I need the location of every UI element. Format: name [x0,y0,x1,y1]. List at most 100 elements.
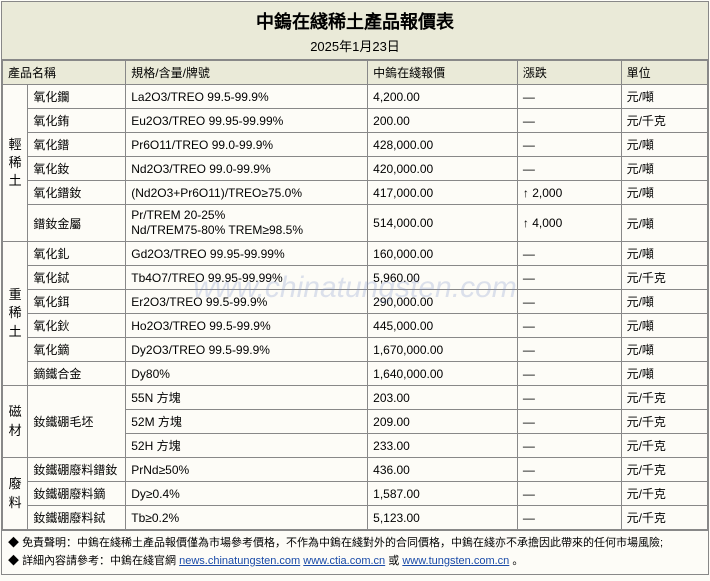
price-cell: 1,670,000.00 [368,338,518,362]
unit-cell: 元/噸 [621,133,707,157]
price-cell: 4,200.00 [368,85,518,109]
disclaimer-line1: 免責聲明：中鎢在綫稀土產品報價僅為市場參考價格，不作為中鎢在綫對外的合同價格，中… [22,537,663,549]
change-cell: — [517,386,621,410]
price-cell: 209.00 [368,410,518,434]
product-name-cell: 氧化鐠釹 [28,181,126,205]
col-price: 中鎢在綫報價 [368,61,518,85]
spec-cell: Dy2O3/TREO 99.5-99.9% [126,338,368,362]
unit-cell: 元/噸 [621,205,707,242]
change-cell: — [517,314,621,338]
footer-link-ctia[interactable]: www.ctia.com.cn [303,555,385,567]
unit-cell: 元/千克 [621,410,707,434]
col-unit: 單位 [621,61,707,85]
price-table-container: 中鎢在綫稀土產品報價表 2025年1月23日 www.chinatungsten… [1,1,709,575]
price-cell: 5,960.00 [368,266,518,290]
price-cell: 160,000.00 [368,242,518,266]
spec-cell: Nd2O3/TREO 99.0-99.9% [126,157,368,181]
change-cell: — [517,266,621,290]
spec-cell: Dy≥0.4% [126,482,368,506]
unit-cell: 元/噸 [621,157,707,181]
footer-link-tungsten[interactable]: www.tungsten.com.cn [402,555,509,567]
price-cell: 420,000.00 [368,157,518,181]
product-name-cell: 鏑鐵合金 [28,362,126,386]
product-name-cell: 釹鐵硼廢料鐠釹 [28,458,126,482]
spec-cell: La2O3/TREO 99.5-99.9% [126,85,368,109]
spec-cell: Pr/TREM 20-25%Nd/TREM75-80% TREM≥98.5% [126,205,368,242]
spec-cell: Gd2O3/TREO 99.95-99.99% [126,242,368,266]
unit-cell: 元/噸 [621,362,707,386]
table-row: 釹鐵硼廢料鏑Dy≥0.4%1,587.00—元/千克 [3,482,708,506]
footer-link-news[interactable]: news.chinatungsten.com [179,555,300,567]
bullet-icon: ◆ [8,555,19,567]
product-name-cell: 釹鐵硼毛坯 [28,386,126,458]
table-row: 氧化鐠釹(Nd2O3+Pr6O11)/TREO≥75.0%417,000.00↑… [3,181,708,205]
table-row: 氧化鐠Pr6O11/TREO 99.0-99.9%428,000.00—元/噸 [3,133,708,157]
table-row: 氧化鈥Ho2O3/TREO 99.5-99.9%445,000.00—元/噸 [3,314,708,338]
price-cell: 200.00 [368,109,518,133]
change-cell: — [517,133,621,157]
change-cell: ↑ 2,000 [517,181,621,205]
col-spec: 規格/含量/牌號 [126,61,368,85]
product-name-cell: 氧化釓 [28,242,126,266]
change-cell: — [517,362,621,386]
price-cell: 1,587.00 [368,482,518,506]
price-cell: 5,123.00 [368,506,518,530]
product-name-cell: 氧化釹 [28,157,126,181]
spec-cell: 52M 方塊 [126,410,368,434]
unit-cell: 元/千克 [621,109,707,133]
price-cell: 445,000.00 [368,314,518,338]
spec-cell: Tb4O7/TREO 99.95-99.99% [126,266,368,290]
change-cell: — [517,338,621,362]
table-row: 鐠釹金屬Pr/TREM 20-25%Nd/TREM75-80% TREM≥98.… [3,205,708,242]
report-date: 2025年1月23日 [2,36,708,60]
spec-cell: Dy80% [126,362,368,386]
product-name-cell: 氧化鏑 [28,338,126,362]
change-cell: — [517,109,621,133]
footer-disclaimer: ◆ 免責聲明：中鎢在綫稀土產品報價僅為市場參考價格，不作為中鎢在綫對外的合同價格… [2,530,708,574]
unit-cell: 元/千克 [621,434,707,458]
category-cell: 輕稀土 [3,85,28,242]
price-cell: 514,000.00 [368,205,518,242]
change-cell: — [517,482,621,506]
col-change: 漲跌 [517,61,621,85]
table-row: 鏑鐵合金Dy80%1,640,000.00—元/噸 [3,362,708,386]
product-name-cell: 釹鐵硼廢料鏑 [28,482,126,506]
product-name-cell: 氧化銪 [28,109,126,133]
spec-cell: Eu2O3/TREO 99.95-99.99% [126,109,368,133]
spec-cell: 55N 方塊 [126,386,368,410]
table-row: 氧化銪Eu2O3/TREO 99.95-99.99%200.00—元/千克 [3,109,708,133]
unit-cell: 元/千克 [621,506,707,530]
price-cell: 417,000.00 [368,181,518,205]
price-cell: 436.00 [368,458,518,482]
change-cell: — [517,434,621,458]
header-row: 產品名稱 規格/含量/牌號 中鎢在綫報價 漲跌 單位 [3,61,708,85]
spec-cell: Ho2O3/TREO 99.5-99.9% [126,314,368,338]
product-name-cell: 釹鐵硼廢料鋱 [28,506,126,530]
unit-cell: 元/千克 [621,482,707,506]
price-table: 產品名稱 規格/含量/牌號 中鎢在綫報價 漲跌 單位 輕稀土氧化鑭La2O3/T… [2,60,708,530]
table-row: 氧化釹Nd2O3/TREO 99.0-99.9%420,000.00—元/噸 [3,157,708,181]
spec-cell: Tb≥0.2% [126,506,368,530]
change-cell: — [517,157,621,181]
disclaimer-line2: 詳細內容請參考：中鎢在綫官網 [22,555,179,567]
category-cell: 重稀土 [3,242,28,386]
price-cell: 203.00 [368,386,518,410]
price-cell: 290,000.00 [368,290,518,314]
unit-cell: 元/噸 [621,314,707,338]
page-title: 中鎢在綫稀土產品報價表 [2,2,708,36]
unit-cell: 元/千克 [621,266,707,290]
table-row: 氧化鋱Tb4O7/TREO 99.95-99.99%5,960.00—元/千克 [3,266,708,290]
unit-cell: 元/噸 [621,85,707,109]
change-cell: — [517,242,621,266]
table-row: 輕稀土氧化鑭La2O3/TREO 99.5-99.9%4,200.00—元/噸 [3,85,708,109]
bullet-icon: ◆ [8,537,19,549]
unit-cell: 元/千克 [621,458,707,482]
product-name-cell: 氧化鋱 [28,266,126,290]
table-row: 磁材釹鐵硼毛坯55N 方塊203.00—元/千克 [3,386,708,410]
change-cell: ↑ 4,000 [517,205,621,242]
category-cell: 磁材 [3,386,28,458]
change-cell: — [517,506,621,530]
col-product-name: 產品名稱 [3,61,126,85]
product-name-cell: 氧化鐠 [28,133,126,157]
product-name-cell: 氧化鈥 [28,314,126,338]
